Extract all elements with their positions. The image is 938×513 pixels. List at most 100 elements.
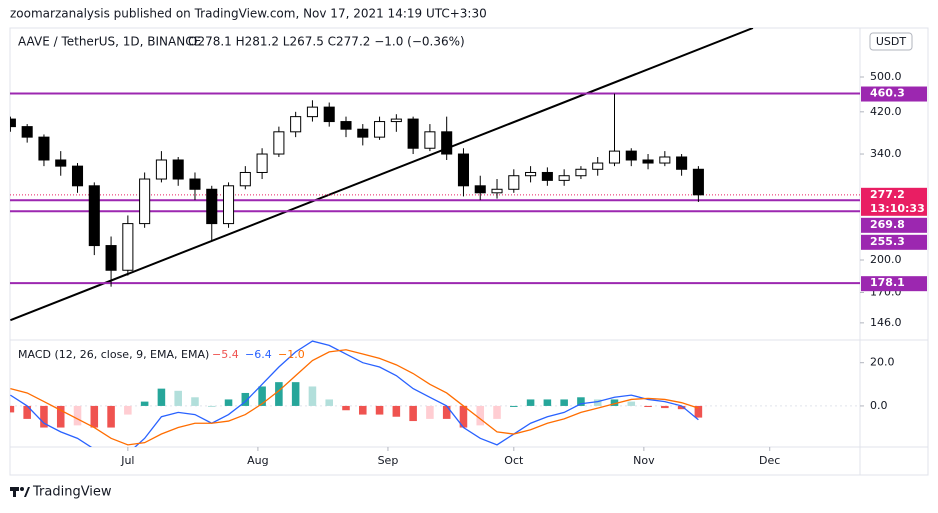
chart-frame [9,27,929,476]
candle-body [374,121,386,138]
currency-box [869,32,913,51]
overlay: Jul Aug Sep Oct Nov Dec146.0170.0200.0340.042… [120,70,927,467]
candle-body [659,156,671,164]
y-tick-label: 500.0 [870,70,902,83]
last-price-tag [861,187,927,203]
candle-body [525,171,537,177]
x-tick-label: Dec [759,454,780,467]
x-tick-label: Jul [120,454,134,467]
candle-body [575,168,587,177]
candle-body [38,136,50,161]
candle-body [155,159,167,180]
currency: USDT [876,35,907,48]
macd-pane [10,340,860,447]
candle-body [239,171,251,187]
candle-body [407,118,419,149]
candle-body [105,245,117,271]
histogram-bar [23,405,31,419]
level-label: 178.1 [870,276,905,289]
x-tick-label: Nov [633,454,655,467]
candle-body [474,185,486,194]
candle-body [692,168,704,196]
candle-body [21,126,33,138]
candle-body [457,153,469,187]
histogram-bar [392,405,401,417]
histogram-bar [593,399,602,406]
histogram-bar [493,405,501,419]
candle-body [608,150,621,164]
histogram-bar [526,399,535,406]
candle-body [71,165,84,187]
candle-body [139,178,151,225]
histogram-bar [73,405,82,426]
candle-body [424,131,436,149]
histogram-bar [258,386,266,406]
x-tick-label: Aug [247,454,268,467]
x-tick-label: Sep [378,454,399,467]
candle-body [122,223,134,271]
level-label: 255.3 [870,235,905,248]
histogram-bar [10,405,15,413]
candle-body [558,175,570,181]
level-label: 460.3 [870,87,905,100]
histogram-bar [543,399,552,406]
candle-body [676,156,688,170]
level-tag [861,234,927,250]
histogram-bar [426,405,434,419]
candle-body [625,150,637,161]
histogram-bar [325,399,333,406]
histogram-bar [560,399,568,406]
candle-body [223,185,235,225]
level-tag [861,217,927,233]
y-tick-label: 420.0 [870,105,902,118]
histogram-bar [207,405,216,407]
y-tick-label: 340.0 [870,147,902,160]
signal-value: −1.0 [278,348,305,361]
y-tick-label: 200.0 [870,253,902,266]
histogram-bar [275,382,283,406]
histogram-bar [140,401,149,406]
countdown-tag [861,201,927,216]
histogram-bar [174,390,182,406]
y-tick-label: 0.0 [870,399,888,412]
last-price-label: 277.2 [870,188,905,201]
histogram-bar [476,405,485,426]
countdown: 13:10:33 [870,202,925,215]
histogram-bar [375,405,384,415]
macd-hist-value: −5.4 [212,348,239,361]
footer-brand: TradingView [32,485,112,500]
histogram-bar [627,401,636,406]
byline: zoomarzanalysis published on TradingView… [10,7,487,21]
histogram-bar [577,397,585,406]
logo [10,487,30,497]
x-tick-label: Oct [504,454,524,467]
macd-line [10,340,699,447]
candle-body [491,188,503,194]
price-pane [10,28,860,322]
signal-line [10,349,699,446]
histogram-bar [191,397,199,406]
histogram-bar [359,405,367,415]
histogram-bar [644,405,652,408]
candle-body [172,159,184,180]
candle-body [323,106,335,123]
level-tag [861,86,927,102]
candle-body [390,118,402,123]
histogram-bar [224,399,233,406]
histogram-bar [510,405,518,407]
symbol-title: AAVE / TetherUS, 1D, BINANCE [18,35,201,49]
candle-body [642,159,654,164]
level-tag [861,276,927,292]
candle-body [273,131,285,155]
histogram-bar [610,399,619,406]
trendline [10,28,754,322]
histogram-bar [157,388,166,406]
histogram-bar [694,405,703,418]
candle-body [290,116,302,133]
histogram-bar [409,405,417,422]
candle-body [340,121,352,130]
candle-body [206,188,218,225]
histogram-bar [90,405,99,428]
candle-body [55,159,67,167]
histogram-bar [308,386,317,406]
